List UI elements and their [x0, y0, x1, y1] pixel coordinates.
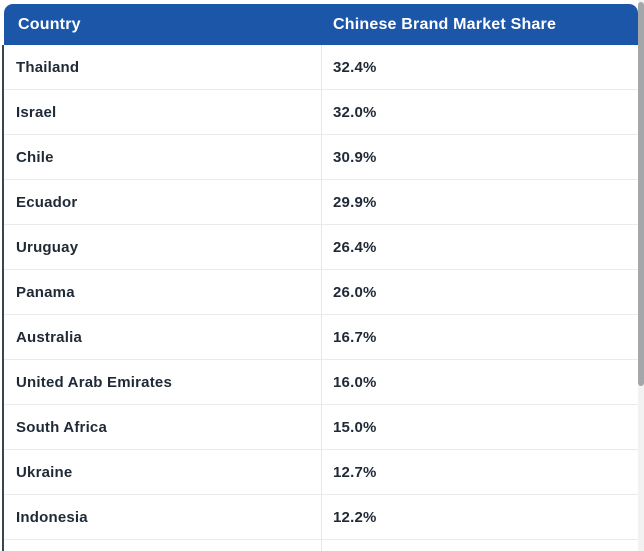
table-row: Australia 16.7% [4, 315, 638, 360]
market-share-cell: 15.0% [333, 418, 377, 436]
market-share-cell: 26.4% [333, 238, 377, 256]
market-share-cell: 32.0% [333, 103, 377, 121]
market-share-cell: 16.7% [333, 328, 377, 346]
country-cell: Ecuador [16, 193, 78, 211]
country-cell: Israel [16, 103, 57, 121]
market-share-cell: 12.7% [333, 463, 377, 481]
table-row: Ecuador 29.9% [4, 180, 638, 225]
column-header-country: Country [18, 15, 81, 33]
market-share-cell: 12.2% [333, 508, 377, 526]
table-row: Chile 30.9% [4, 135, 638, 180]
table-row: United Arab Emirates 16.0% [4, 360, 638, 405]
country-cell: Indonesia [16, 508, 88, 526]
country-cell: Panama [16, 283, 75, 301]
table-row: Thailand 32.4% [4, 45, 638, 90]
table-body: Thailand 32.4% Israel 32.0% Chile 30.9% [2, 45, 638, 551]
country-cell: Thailand [16, 58, 80, 76]
table-row: Indonesia 12.2% [4, 495, 638, 540]
country-cell: Chile [16, 148, 54, 166]
vertical-scrollbar-track[interactable] [638, 0, 644, 551]
market-share-cell: 32.4% [333, 58, 377, 76]
table-row: Israel 32.0% [4, 90, 638, 135]
market-share-cell: 29.9% [333, 193, 377, 211]
table-row: South Africa 15.0% [4, 405, 638, 450]
country-cell: Australia [16, 328, 82, 346]
market-share-cell: 30.9% [333, 148, 377, 166]
table-row: Ukraine 12.7% [4, 450, 638, 495]
country-cell: Uruguay [16, 238, 79, 256]
vertical-scrollbar-thumb[interactable] [638, 2, 644, 386]
table-header-row: Country Chinese Brand Market Share [4, 4, 638, 45]
table-row: Panama 26.0% [4, 270, 638, 315]
country-cell: South Africa [16, 418, 108, 436]
country-cell: Ukraine [16, 463, 73, 481]
table-row: Uruguay 26.4% [4, 225, 638, 270]
market-share-cell: 16.0% [333, 373, 377, 391]
table-row [4, 540, 638, 551]
column-header-market-share: Chinese Brand Market Share [333, 15, 557, 33]
country-cell: United Arab Emirates [16, 373, 172, 391]
market-share-cell: 26.0% [333, 283, 377, 301]
